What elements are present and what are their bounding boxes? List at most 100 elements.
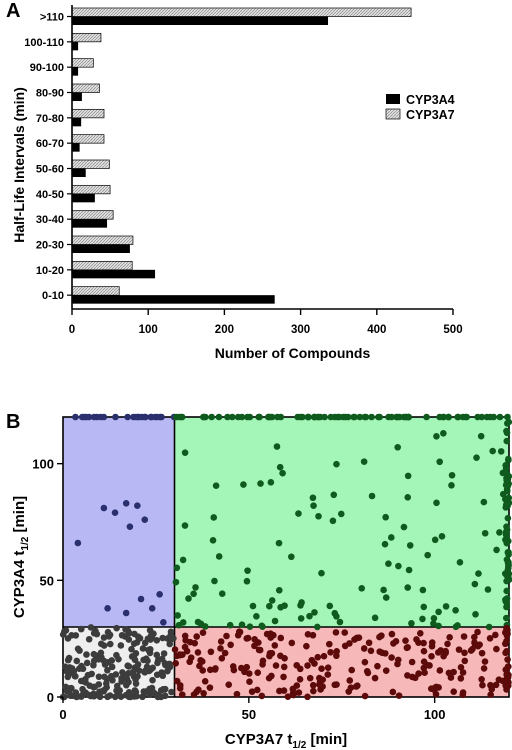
- scatter-point: [100, 642, 108, 649]
- scatter-point: [319, 676, 327, 683]
- scatter-point: [306, 612, 313, 620]
- scatter-point: [309, 681, 317, 689]
- scatter-point: [226, 621, 234, 629]
- scatter-point: [382, 594, 390, 601]
- scatter-point: [473, 454, 480, 461]
- scatter-point: [293, 661, 301, 669]
- scatter-point: [179, 556, 187, 564]
- scatter-point: [388, 630, 396, 638]
- x-tick-label: 50: [242, 707, 256, 722]
- scatter-point: [134, 661, 142, 668]
- scatter-point: [376, 633, 383, 641]
- scatter-point: [199, 667, 207, 674]
- scatter-point: [153, 651, 161, 659]
- scatter-point: [459, 689, 467, 696]
- scatter-point: [492, 631, 499, 639]
- scatter-point: [493, 546, 500, 554]
- y-axis-label: Half-Life Intervals (min): [11, 87, 27, 243]
- scatter-point: [112, 413, 119, 421]
- scatter-point: [85, 635, 93, 643]
- scatter-point: [374, 662, 381, 670]
- scatter-point: [502, 536, 509, 544]
- scatter-point: [243, 577, 251, 585]
- scatter-point: [273, 443, 281, 450]
- scatter-point: [404, 584, 412, 591]
- scatter-point: [361, 692, 369, 700]
- scatter-point: [270, 631, 277, 639]
- scatter-point: [445, 669, 453, 677]
- scatter-point: [111, 509, 119, 516]
- scatter-point: [218, 655, 226, 662]
- scatter-point: [206, 666, 214, 674]
- bar-cyp3a4: [72, 219, 108, 228]
- scatter-point: [310, 687, 317, 695]
- scatter-point: [448, 482, 455, 489]
- scatter-point: [467, 647, 475, 654]
- scatter-point: [333, 681, 340, 688]
- scatter-point: [82, 413, 90, 421]
- scatter-point: [504, 682, 512, 690]
- scatter-point: [172, 660, 180, 667]
- scatter-point: [368, 492, 376, 500]
- scatter-point: [503, 437, 511, 445]
- scatter-point: [471, 580, 479, 588]
- scatter-point: [193, 633, 200, 640]
- scatter-point: [297, 615, 305, 622]
- bar-cyp3a7: [71, 210, 114, 220]
- scatter-point: [131, 687, 139, 694]
- scatter-point: [324, 671, 332, 678]
- scatter-point: [395, 562, 402, 570]
- bar-cyp3a7: [71, 235, 134, 245]
- x-tick-label: 300: [291, 324, 310, 336]
- scatter-point: [221, 649, 229, 657]
- scatter-point: [430, 620, 437, 627]
- scatter-point: [281, 655, 288, 662]
- scatter-point: [502, 649, 509, 657]
- scatter-point: [505, 576, 512, 584]
- scatter-point: [230, 666, 238, 674]
- scatter-point: [358, 585, 366, 592]
- scatter-point: [452, 606, 459, 614]
- scatter-point: [394, 443, 401, 451]
- scatter-point: [59, 631, 67, 638]
- scatter-point: [499, 490, 507, 498]
- panel-b-letter: B: [6, 411, 21, 433]
- scatter-point: [504, 514, 512, 522]
- scatter-point: [480, 498, 488, 506]
- scatter-point: [106, 640, 114, 648]
- scatter-point: [433, 433, 440, 440]
- scatter-point: [486, 635, 494, 642]
- scatter-point: [461, 649, 468, 657]
- scatter-point: [275, 586, 283, 594]
- scatter-point: [490, 413, 497, 421]
- scatter-point: [265, 413, 273, 421]
- scatter-point: [438, 533, 446, 540]
- scatter-point: [153, 671, 161, 679]
- bar-cyp3a4: [72, 41, 79, 51]
- scatter-point: [277, 634, 285, 642]
- scatter-point: [265, 674, 273, 682]
- scatter-point: [73, 657, 81, 665]
- scatter-point: [435, 622, 442, 630]
- scatter-point: [87, 624, 95, 631]
- scatter-point: [153, 637, 161, 644]
- scatter-point: [477, 432, 485, 440]
- scatter-point: [108, 663, 116, 671]
- bar-cyp3a4: [72, 269, 156, 279]
- bar-cyp3a7: [71, 108, 105, 119]
- scatter-point: [333, 647, 341, 655]
- scatter-point: [446, 633, 453, 641]
- scatter-point: [116, 687, 123, 694]
- scatter-point: [346, 677, 354, 684]
- scatter-point: [289, 685, 297, 693]
- scatter-point: [445, 413, 452, 421]
- scatter-point: [367, 647, 375, 655]
- bar-cyp3a4: [72, 92, 82, 101]
- scatter-point: [272, 662, 280, 669]
- scatter-point: [346, 640, 353, 647]
- scatter-point: [337, 510, 345, 518]
- scatter-point: [224, 413, 231, 421]
- scatter-point: [244, 567, 251, 574]
- scatter-point: [253, 613, 260, 620]
- legend-label-cyp3a7: CYP3A7: [406, 108, 455, 122]
